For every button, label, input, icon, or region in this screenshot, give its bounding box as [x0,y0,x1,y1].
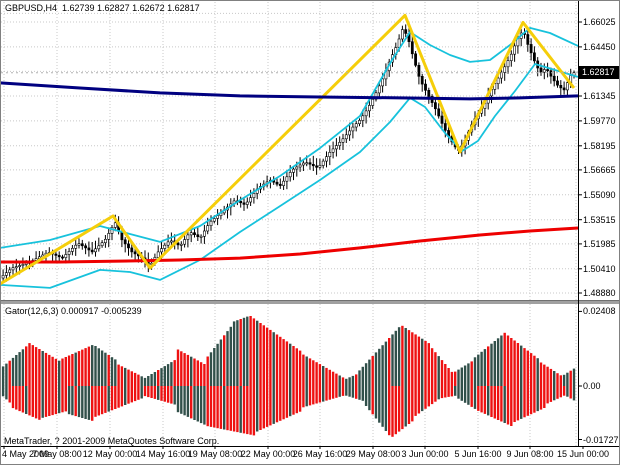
time-axis-label: 7 May 08:00 [32,449,82,459]
time-axis-label: 26 May 16:00 [292,449,348,459]
red-ma [0,226,579,264]
price-axis-label: 1.50410 [583,264,616,274]
navy-ma-line [0,81,579,101]
gator-axis-label: 0.00 [583,381,601,391]
time-axis-label: 5 Jun 16:00 [454,449,502,459]
time-axis-label: 12 May 00:00 [82,449,138,459]
red-ma-line [0,226,579,264]
time-axis-label: 29 May 08:00 [345,449,401,459]
time-axis-label: 22 May 00:00 [240,449,296,459]
price-axis-label: 1.56665 [583,165,616,175]
time-axis-label: 4 May 2009 [2,449,50,459]
price-axis-label: 1.51985 [583,239,616,249]
current-price-tag: 1.62817 [579,66,619,79]
zigzag-line [0,13,576,286]
price-axis-label: 1.61345 [583,91,616,101]
price-axis-label: 1.58195 [583,141,616,151]
time-axis-label: 9 Jun 08:00 [506,449,554,459]
price-axis-label: 1.48880 [583,288,616,298]
gator-axis-label: 0.02408 [583,306,616,316]
price-axis-label: 1.66025 [583,17,616,27]
price-axis-label: 1.53515 [583,215,616,225]
gator-axis-label: -0.01727 [583,435,619,445]
price-axis-label: 1.64450 [583,42,616,52]
copyright-text: MetaTrader, ? 2001-2009 MetaQuotes Softw… [4,436,220,446]
time-axis-label: 14 May 16:00 [135,449,191,459]
grid-lines [1,2,578,446]
price-axis-label: 1.55090 [583,190,616,200]
gator-histogram [1,316,576,437]
time-axis-label: 15 Jun 00:00 [556,449,610,459]
bollinger-bands [0,26,579,289]
gator-indicator-label: Gator(12,6,3) 0.000917 -0.005239 [5,306,142,316]
chart-title: GBPUSD,H4 1.62739 1.62827 1.62672 1.6281… [5,3,200,13]
price-axis-label: 1.59770 [583,116,616,126]
time-axis-label: 19 May 08:00 [187,449,243,459]
navy-ma [0,81,579,101]
zigzag [0,13,576,286]
time-axis-label: 3 Jun 00:00 [401,449,449,459]
candles-series [1,24,576,283]
